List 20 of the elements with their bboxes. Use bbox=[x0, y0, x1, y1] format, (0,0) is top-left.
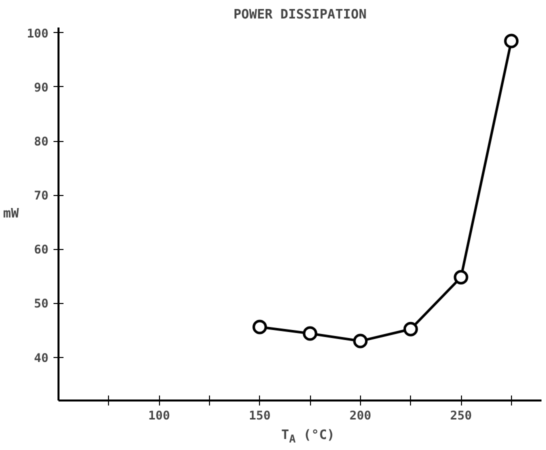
x-tick-label: 250 bbox=[450, 408, 472, 422]
y-axis-title: mW bbox=[3, 206, 19, 222]
x-tick-label: 100 bbox=[148, 408, 170, 422]
point bbox=[252, 320, 267, 334]
point bbox=[454, 270, 468, 284]
x-tick-label: 150 bbox=[248, 408, 271, 422]
x-tick-label: 200 bbox=[350, 408, 372, 422]
point bbox=[353, 334, 368, 348]
chart-title: POWER DISSIPATION bbox=[233, 8, 367, 22]
y-tick-label: 80 bbox=[34, 134, 49, 149]
y-tick-label: 50 bbox=[34, 296, 49, 311]
point bbox=[403, 322, 418, 336]
x-axis-title: T$_{A}$ (°C) bbox=[280, 427, 336, 448]
point bbox=[504, 34, 519, 48]
y-tick-label: 90 bbox=[34, 80, 49, 94]
y-tick-label: 60 bbox=[34, 242, 49, 257]
y-tick-label: 40 bbox=[34, 350, 49, 365]
point bbox=[302, 326, 318, 341]
y-tick-label: 100 bbox=[26, 26, 49, 40]
y-tick-label: 70 bbox=[34, 188, 49, 203]
